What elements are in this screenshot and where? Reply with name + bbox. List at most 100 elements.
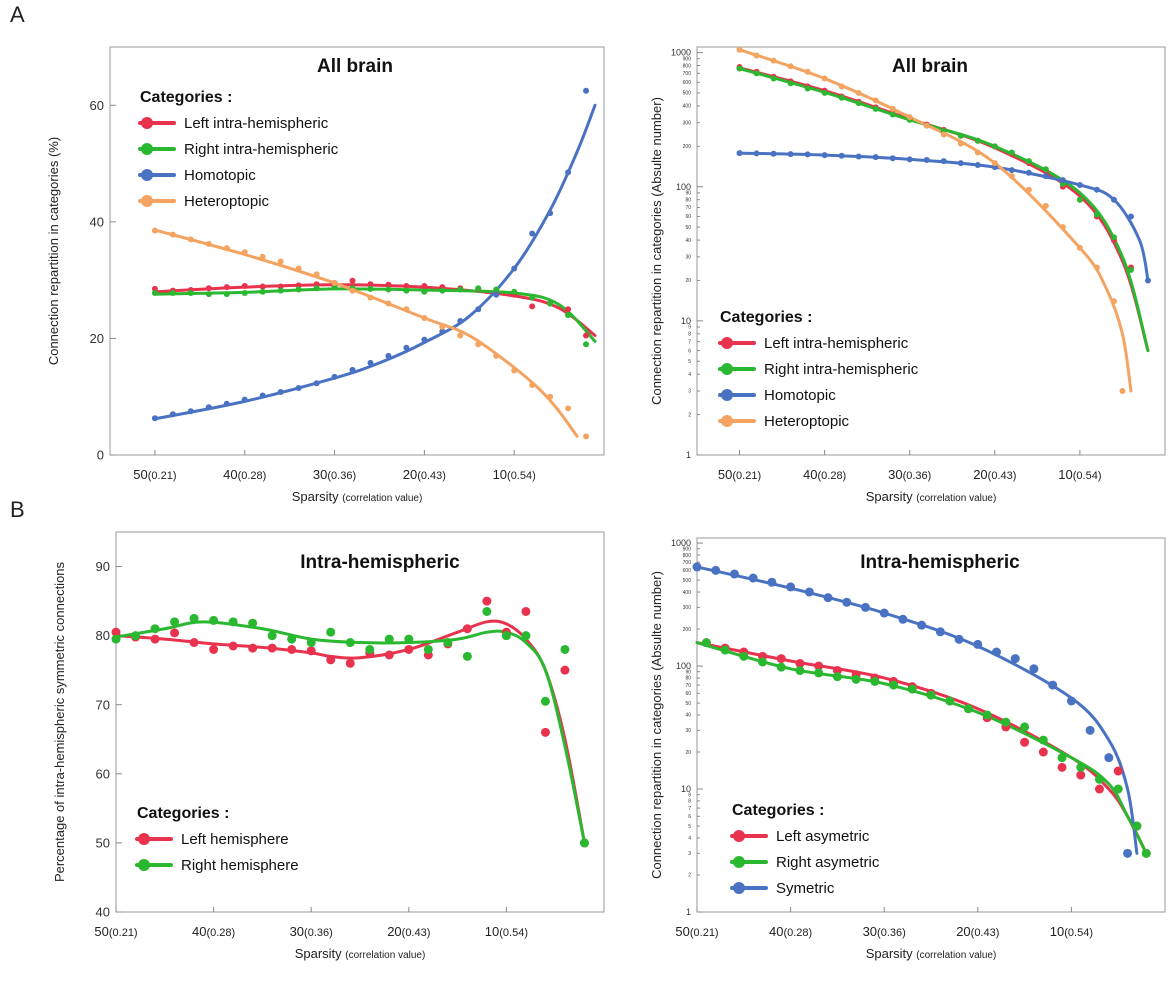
y-axis-label: Percentage of intra-hemispheric symmetri…: [52, 561, 67, 882]
y-tick-label: 40: [685, 713, 691, 719]
data-point-homotopic: [1093, 186, 1100, 193]
y-tick-label: 7: [688, 806, 691, 812]
chart-title: All brain: [317, 56, 393, 77]
x-tick-label-sub: (0.28): [238, 470, 267, 482]
data-point-heteroptopic: [331, 280, 338, 287]
y-tick-label: 500: [683, 578, 692, 584]
y-tick-label: 500: [683, 91, 692, 97]
data-point-heteroptopic: [1110, 298, 1117, 305]
data-point-left-intra-hemispheric: [241, 282, 248, 289]
data-point-homotopic: [855, 153, 862, 160]
data-point-right-hemisphere: [579, 838, 589, 848]
x-tick-label-main: 50: [675, 924, 689, 939]
x-tick-label-sub: (0.28): [206, 927, 235, 939]
data-point-right-hemisphere: [521, 631, 531, 641]
data-point-left-intra-hemispheric: [349, 277, 356, 284]
y-tick-label: 200: [683, 144, 692, 150]
data-point-symetric: [692, 562, 702, 572]
x-tick-label: 10(0.54): [493, 467, 536, 482]
data-point-homotopic: [205, 404, 212, 411]
data-point-heteroptopic: [511, 367, 518, 374]
data-point-right-hemisphere: [150, 624, 160, 634]
y-tick-label: 600: [683, 568, 692, 574]
x-tick-label-main: 30: [888, 467, 902, 482]
y-tick-label: 50: [685, 225, 691, 231]
y-tick-label: 0: [97, 448, 104, 463]
data-point-right-intra-hemispheric: [787, 80, 794, 87]
y-axis-label: Connection repartition in categories (%): [46, 137, 61, 365]
data-point-left-hemisphere: [404, 644, 414, 654]
data-point-homotopic: [1059, 177, 1066, 184]
data-point-right-intra-hemispheric: [1042, 166, 1049, 173]
legend-title: Categories :: [720, 309, 812, 326]
data-point-symetric: [1085, 725, 1095, 735]
data-point-right-intra-hemispheric: [957, 132, 964, 139]
data-point-heteroptopic: [313, 271, 320, 278]
x-tick-label-sub: (0.36): [304, 927, 333, 939]
data-point-heteroptopic: [736, 46, 743, 53]
data-point-heteroptopic: [205, 241, 212, 248]
x-axis-label-sub: (correlation value): [916, 950, 996, 961]
data-point-right-intra-hemispheric: [511, 288, 518, 295]
x-tick-label: 20(0.43): [403, 467, 446, 482]
x-tick-label: 20(0.43): [387, 924, 430, 939]
data-point-homotopic: [169, 411, 176, 418]
data-point-right-asymetric: [776, 662, 786, 672]
data-point-right-intra-hemispheric: [583, 341, 590, 348]
data-point-homotopic: [223, 400, 230, 407]
data-point-left-hemisphere: [287, 644, 297, 654]
data-point-symetric: [860, 602, 870, 612]
data-point-heteroptopic: [421, 315, 428, 322]
data-point-left-intra-hemispheric: [583, 332, 590, 339]
x-tick-label-sub: (0.43): [402, 927, 431, 939]
data-point-left-hemisphere: [384, 650, 394, 660]
data-point-right-intra-hemispheric: [529, 294, 536, 301]
data-point-right-hemisphere: [462, 651, 472, 661]
y-tick-label: 8: [688, 332, 691, 338]
x-tick-label: 30(0.36): [313, 467, 356, 482]
data-point-homotopic: [1042, 173, 1049, 180]
legend-item-right-asymetric: Right asymetric: [776, 854, 880, 871]
data-point-symetric: [1123, 848, 1133, 858]
x-tick-label: 40(0.28): [192, 924, 235, 939]
y-tick-label: 4: [688, 372, 691, 378]
data-point-heteroptopic: [940, 131, 947, 138]
y-tick-label: 100: [676, 182, 691, 192]
y-tick-label: 5: [688, 824, 691, 830]
x-tick-label-main: 40: [223, 467, 237, 482]
data-point-right-intra-hemispheric: [367, 285, 374, 292]
legend-swatch-dot: [141, 143, 153, 155]
data-point-right-intra-hemispheric: [1076, 196, 1083, 203]
x-tick-label-main: 30: [313, 467, 327, 482]
chart-title: All brain: [892, 56, 968, 77]
data-point-right-hemisphere: [482, 606, 492, 616]
x-tick-label-main: 20: [403, 467, 417, 482]
y-tick-label: 70: [685, 683, 691, 689]
y-tick-label: 90: [685, 191, 691, 197]
data-point-right-asymetric: [963, 704, 973, 714]
legend-item-symetric: Symetric: [776, 880, 835, 897]
data-point-homotopic: [421, 336, 428, 343]
y-tick-label: 5: [688, 359, 691, 365]
data-point-homotopic: [872, 154, 879, 161]
y-tick-label: 4: [688, 836, 691, 842]
data-point-right-intra-hemispheric: [241, 289, 248, 296]
data-point-symetric: [954, 634, 964, 644]
x-tick-label-sub: (0.21): [690, 927, 719, 939]
data-point-right-asymetric: [1020, 722, 1030, 732]
plot-frame: [696, 46, 1166, 456]
x-tick-label: 10(0.54): [1058, 467, 1101, 482]
data-point-symetric: [823, 593, 833, 603]
data-point-right-intra-hemispheric: [475, 285, 482, 292]
data-point-heteroptopic: [367, 294, 374, 301]
data-point-right-intra-hemispheric: [872, 105, 879, 112]
y-tick-label: 800: [683, 63, 692, 69]
data-point-homotopic: [804, 151, 811, 158]
data-point-heteroptopic: [804, 68, 811, 75]
x-tick-label: 10(0.54): [485, 924, 528, 939]
data-point-symetric: [1048, 680, 1058, 690]
x-tick-label: 10(0.54): [1050, 924, 1093, 939]
y-tick-label: 6: [688, 814, 691, 820]
